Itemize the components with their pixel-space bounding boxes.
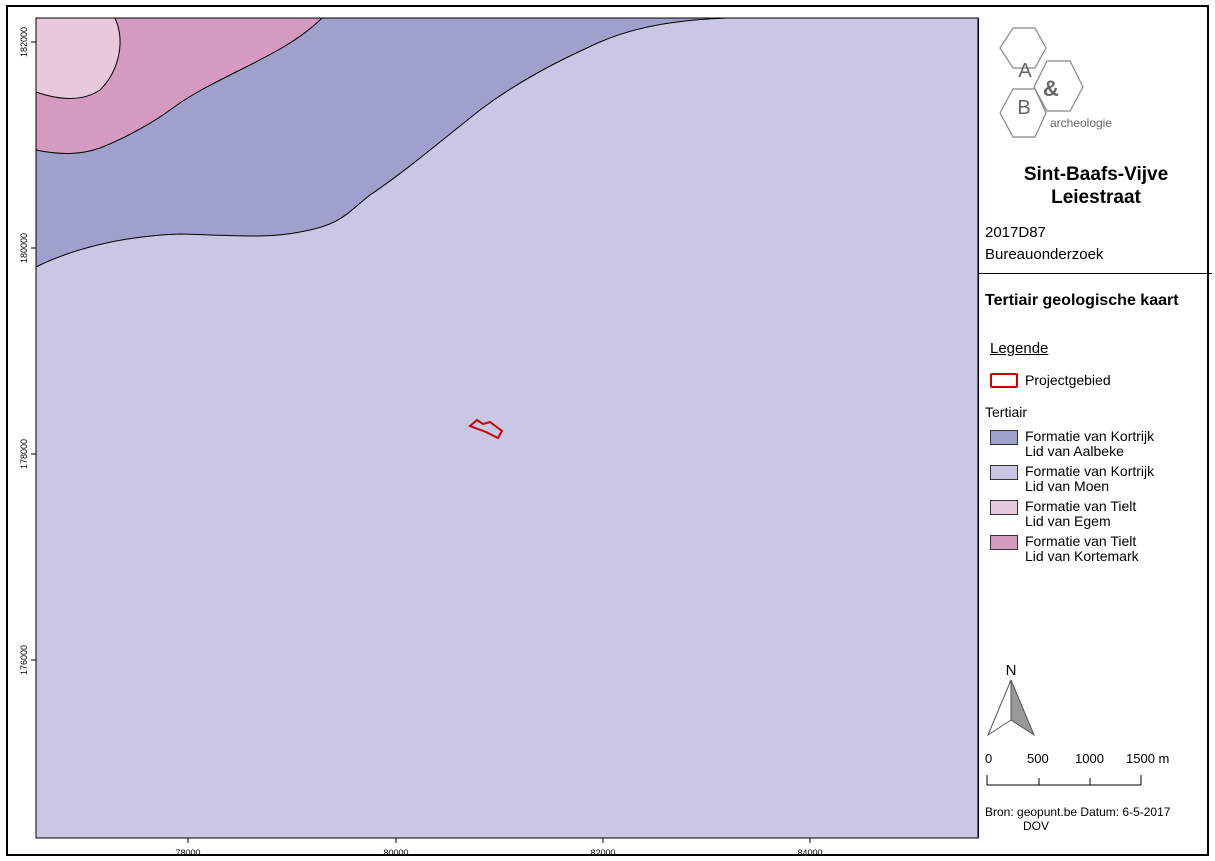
y-tick-label: 182000 (19, 27, 29, 57)
legend-item-sublabel: Lid van Moen (1025, 478, 1110, 494)
north-arrow-icon (986, 679, 1036, 737)
legend-swatch-aalbeke (990, 430, 1018, 445)
y-tick-label: 180000 (19, 233, 29, 263)
x-tick-label: 80000 (383, 848, 408, 858)
legend-swatch-kortemark (990, 535, 1018, 550)
scale-bar (986, 775, 1142, 786)
legend-item-label: Formatie van Tielt (1025, 533, 1137, 549)
legend-item-label: Formatie van Tielt (1025, 498, 1137, 514)
zone-lid-van-egem (35, 17, 121, 100)
tertiair-heading: Tertiair (985, 404, 1028, 420)
legend-item-sublabel: Lid van Egem (1025, 513, 1111, 529)
logo-letter-b: B (1017, 97, 1030, 119)
legend-swatch-moen (990, 465, 1018, 480)
legend-item-sublabel: Lid van Aalbeke (1025, 443, 1124, 459)
logo-text: archeologie (1050, 116, 1112, 130)
scale-label-0: 0 (985, 751, 993, 766)
source-dov: DOV (1023, 819, 1050, 833)
north-label: N (1006, 662, 1017, 679)
scale-label-1000: 1000 (1075, 751, 1104, 766)
title-panel: Sint-Baafs-Vijve Leiestraat 2017D87 Bure… (978, 18, 1212, 274)
project-label: Projectgebied (1025, 372, 1111, 388)
y-axis-ticks: 182000 180000 178000 176000 (19, 27, 36, 675)
project-type: Bureauonderzoek (985, 246, 1104, 263)
legend-panel: Tertiair geologische kaart Legende Proje… (978, 274, 1212, 838)
logo-ampersand: & (1043, 76, 1059, 101)
y-tick-label: 176000 (19, 645, 29, 675)
legend-title: Tertiair geologische kaart (985, 292, 1179, 309)
scale-label-500: 500 (1027, 751, 1049, 766)
source-text: Bron: geopunt.be Datum: 6-5-2017 (985, 805, 1171, 819)
company-logo (999, 27, 1084, 138)
legend-swatch-egem (990, 500, 1018, 515)
project-code: 2017D87 (985, 224, 1046, 241)
logo-letter-a: A (1018, 60, 1032, 82)
y-tick-label: 178000 (19, 439, 29, 469)
legend-item-label: Formatie van Kortrijk (1025, 428, 1155, 444)
scale-label-1500: 1500 m (1126, 751, 1170, 766)
x-tick-label: 78000 (175, 848, 200, 858)
project-area-outline (468, 418, 504, 440)
project-title: Sint-Baafs-Vijve (1023, 164, 1169, 185)
x-axis-ticks: 78000 80000 82000 84000 (175, 838, 823, 858)
legend-item-sublabel: Lid van Kortemark (1025, 548, 1139, 564)
project-swatch (990, 373, 1018, 388)
x-tick-label: 82000 (590, 848, 615, 858)
project-subtitle: Leiestraat (1051, 187, 1141, 208)
legend-item-label: Formatie van Kortrijk (1025, 463, 1155, 479)
legende-heading: Legende (990, 340, 1049, 357)
x-tick-label: 84000 (797, 848, 822, 858)
